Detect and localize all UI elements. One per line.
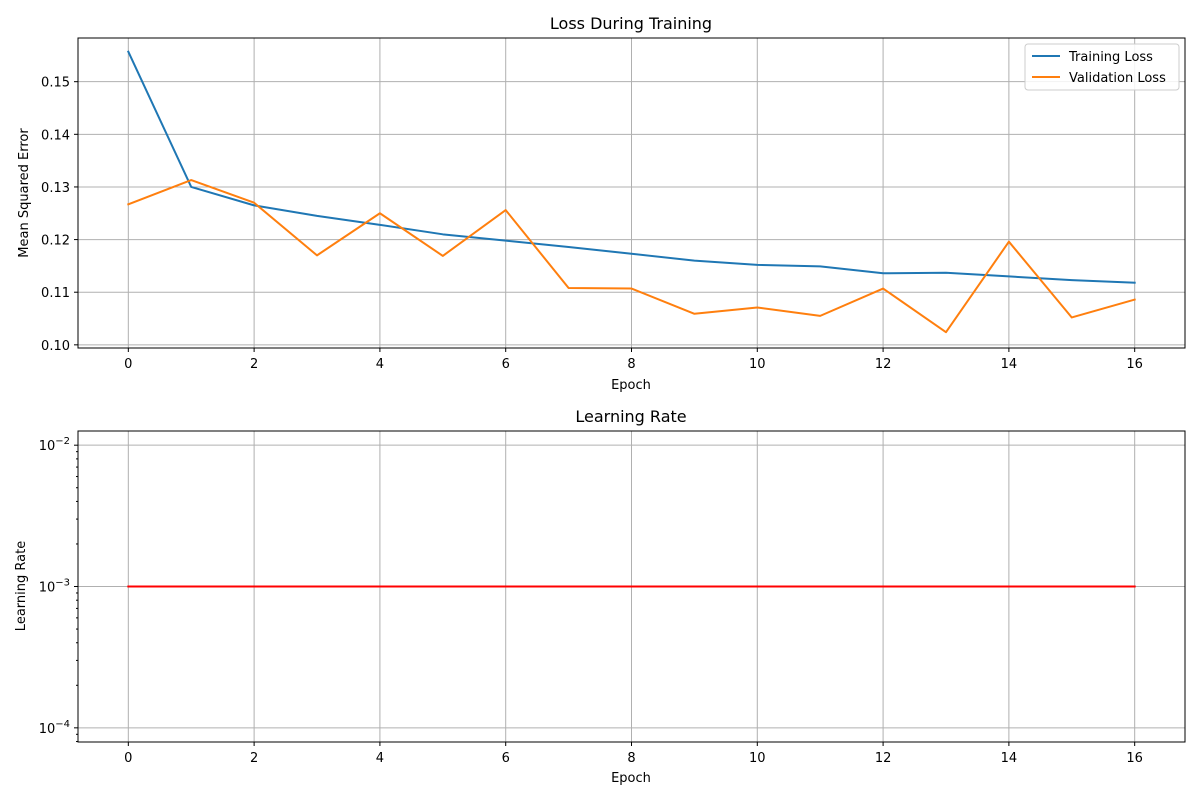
loss-chart-xtick-label: 14 — [1001, 357, 1018, 372]
loss-chart-legend: Training Loss Validation Loss — [1024, 43, 1180, 91]
lr-chart-data-point-learning-rate — [253, 585, 255, 587]
loss-chart-data-point-validation-loss — [316, 254, 318, 256]
loss-chart-ytick-label: 0.15 — [41, 76, 70, 91]
lr-chart-data-point-learning-rate — [1071, 585, 1073, 587]
loss-chart-data-point-validation-loss — [379, 212, 381, 214]
lr-chart-data-point-learning-rate — [945, 585, 947, 587]
loss-chart-data-point-training-loss — [693, 259, 695, 261]
lr-chart-xtick-label: 6 — [502, 751, 510, 766]
lr-chart: Learning Rate 0 2 4 6 8 10 12 14 1610−410−310−2 … — [14, 407, 1186, 786]
loss-chart-data-point-validation-loss — [253, 202, 255, 204]
loss-chart-data-point-validation-loss — [756, 306, 758, 308]
loss-chart-data-point-training-loss — [1071, 279, 1073, 281]
loss-chart-data-point-training-loss — [756, 264, 758, 266]
loss-chart-data-point-training-loss — [505, 239, 507, 241]
lr-chart-ylabel: Learning Rate — [14, 541, 29, 631]
lr-chart-data-point-learning-rate — [1008, 585, 1010, 587]
loss-chart-ylabel: Mean Squared Error — [17, 128, 32, 258]
lr-chart-data-point-learning-rate — [379, 585, 381, 587]
loss-chart-data-point-validation-loss — [819, 315, 821, 317]
loss-chart-ytick-label: 0.10 — [41, 339, 70, 354]
loss-chart-data-point-validation-loss — [442, 255, 444, 257]
loss-chart-xtick-label: 0 — [124, 357, 132, 372]
lr-chart-title: Learning Rate — [575, 407, 686, 426]
loss-chart-data-point-training-loss — [819, 265, 821, 267]
loss-chart-ytick-label: 0.12 — [41, 234, 70, 249]
loss-chart-xlabel: Epoch — [611, 378, 651, 393]
loss-chart-data-point-training-loss — [945, 272, 947, 274]
loss-chart-data-point-training-loss — [882, 272, 884, 274]
loss-chart-ticks: 0 2 4 6 8 10 12 14 16 0.10 0.11 0.12 0.13 0.14 0.15 — [41, 76, 1143, 372]
loss-chart-data-point-validation-loss — [1071, 316, 1073, 318]
loss-chart-data-point-training-loss — [379, 224, 381, 226]
loss-chart-ytick-label: 0.11 — [41, 286, 70, 301]
lr-chart-xlabel: Epoch — [611, 771, 651, 786]
loss-chart-data-point-validation-loss — [882, 287, 884, 289]
loss-chart-series-line-training-loss — [126, 50, 1136, 284]
lr-chart-data-point-learning-rate — [567, 585, 569, 587]
lr-chart-data-point-learning-rate — [127, 585, 129, 587]
lr-chart-ticks: 0 2 4 6 8 10 12 14 16 10−4 10−3 10−2 — [39, 436, 1143, 766]
loss-chart-ytick-label: 0.14 — [41, 128, 70, 143]
loss-chart-data-point-validation-loss — [630, 287, 632, 289]
loss-chart-data-point-validation-loss — [1008, 240, 1010, 242]
loss-chart-xtick-label: 12 — [875, 357, 892, 372]
loss-chart-xtick-label: 2 — [250, 357, 258, 372]
loss-chart-data-point-training-loss — [567, 246, 569, 248]
loss-chart-data-point-validation-loss — [505, 209, 507, 211]
lr-chart-xtick-label: 12 — [875, 751, 892, 766]
lr-chart-data-point-learning-rate — [819, 585, 821, 587]
loss-chart-title: Loss During Training — [550, 14, 712, 33]
lr-chart-ytick-label: 10−3 — [39, 578, 70, 596]
lr-chart-xtick-label: 14 — [1001, 751, 1018, 766]
lr-chart-ytick-label: 10−4 — [39, 719, 70, 737]
loss-chart-xtick-label: 4 — [376, 357, 384, 372]
lr-chart-xtick-label: 0 — [124, 751, 132, 766]
lr-chart-data-point-learning-rate — [442, 585, 444, 587]
lr-chart-data-point-learning-rate — [630, 585, 632, 587]
lr-chart-series — [127, 585, 1136, 588]
legend-label-training-loss: Training Loss — [1068, 50, 1153, 65]
loss-chart-data-point-training-loss — [127, 50, 129, 52]
loss-chart-data-point-validation-loss — [945, 331, 947, 333]
lr-chart-xtick-label: 10 — [749, 751, 766, 766]
lr-chart-xtick-label: 4 — [376, 751, 384, 766]
loss-chart-data-point-validation-loss — [567, 287, 569, 289]
lr-chart-xtick-label: 2 — [250, 751, 258, 766]
loss-chart-data-point-validation-loss — [190, 179, 192, 181]
loss-chart-series-line-validation-loss — [127, 179, 1136, 334]
lr-chart-xtick-label: 8 — [627, 751, 635, 766]
loss-chart-grid — [78, 38, 1185, 348]
loss-chart-data-point-training-loss — [442, 233, 444, 235]
loss-chart-series — [126, 50, 1136, 334]
lr-chart-data-point-learning-rate — [316, 585, 318, 587]
lr-chart-ytick-label: 10−2 — [39, 436, 70, 454]
loss-chart-data-point-training-loss — [1008, 275, 1010, 277]
loss-chart-data-point-training-loss — [316, 215, 318, 217]
lr-chart-data-point-learning-rate — [693, 585, 695, 587]
loss-chart-data-point-validation-loss — [127, 203, 129, 205]
loss-chart-data-point-training-loss — [1133, 282, 1135, 284]
legend-label-validation-loss: Validation Loss — [1069, 71, 1166, 86]
loss-chart-data-point-training-loss — [630, 253, 632, 255]
loss-chart-xtick-label: 10 — [749, 357, 766, 372]
loss-chart-xtick-label: 16 — [1126, 357, 1143, 372]
lr-chart-data-point-learning-rate — [1133, 585, 1135, 587]
lr-chart-data-point-learning-rate — [756, 585, 758, 587]
lr-chart-xtick-label: 16 — [1126, 751, 1143, 766]
loss-chart-data-point-training-loss — [190, 186, 192, 188]
legend-box — [1024, 43, 1180, 91]
lr-chart-data-point-learning-rate — [190, 585, 192, 587]
loss-chart: Loss During Training 0 2 4 6 8 10 12 14 16 0.10 0.… — [17, 14, 1186, 393]
lr-chart-data-point-learning-rate — [882, 585, 884, 587]
lr-chart-data-point-learning-rate — [505, 585, 507, 587]
loss-chart-data-point-validation-loss — [1133, 298, 1135, 300]
loss-chart-data-point-validation-loss — [693, 313, 695, 315]
loss-chart-xtick-label: 6 — [502, 357, 510, 372]
loss-chart-ytick-label: 0.13 — [41, 181, 70, 196]
loss-chart-xtick-label: 8 — [627, 357, 635, 372]
